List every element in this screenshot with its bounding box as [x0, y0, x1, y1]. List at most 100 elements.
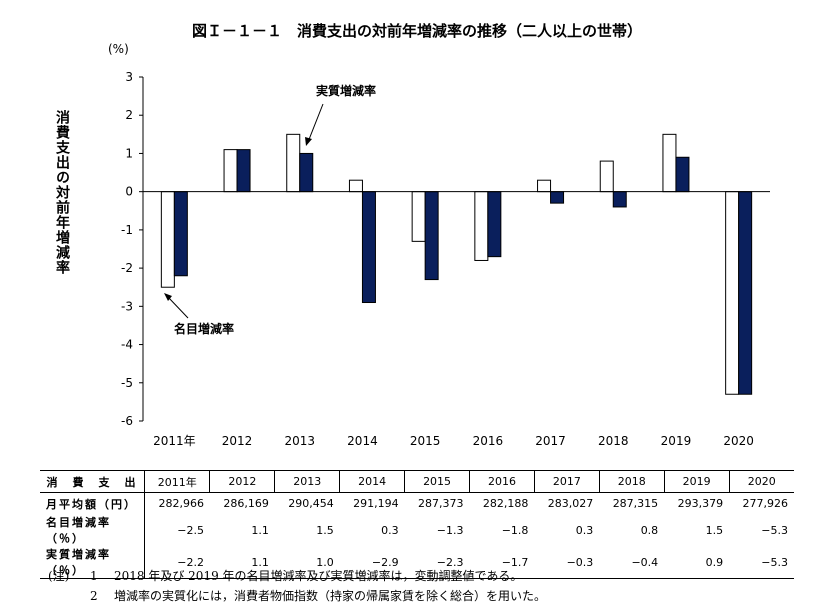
- table-cell: −2.3: [404, 546, 470, 579]
- table-cell: 1.5: [705, 523, 724, 537]
- nominal-rate-bar: [474, 191, 489, 261]
- table-row-label: 月平均額（円）: [40, 492, 145, 514]
- y-tick-label: -3: [121, 299, 133, 313]
- real-rate-bar: [236, 149, 251, 193]
- x-tick-label: 2017: [535, 434, 566, 448]
- table-year-cell: 2016: [469, 470, 535, 493]
- y-tick-label: -6: [121, 414, 133, 428]
- table-cell: 1.5: [316, 523, 334, 537]
- y-tick-label: -1: [121, 223, 133, 237]
- note-text: 2018 年及び 2019 年の名目増減率及び実質増減率は，変動調整値である。: [114, 569, 523, 583]
- data-table: 消 費 支 出 2011年 2012 2013 2014 2015 2016 2017 2018…: [40, 470, 794, 579]
- y-axis-label: 消費支出の対前年増減率: [54, 110, 70, 275]
- y-tick-label: 0: [125, 185, 133, 199]
- table-year-cell: 2017: [533, 470, 600, 493]
- nominal-rate-annotation: 名目増減率: [174, 321, 234, 336]
- table-year-cell: 2013: [274, 470, 340, 493]
- real-rate-bar: [424, 191, 439, 281]
- real-rate-arrowhead: [305, 137, 312, 146]
- x-tick-label: 2019: [661, 434, 692, 448]
- x-tick-label: 2020: [723, 434, 754, 448]
- nominal-rate-bar: [662, 133, 677, 193]
- table-row-label: 名目増減率（％）: [40, 514, 145, 546]
- y-tick-label: -4: [121, 338, 133, 352]
- table-year-cell: 2011年: [143, 470, 210, 493]
- table-cell: −2.9: [339, 546, 405, 579]
- real-rate-bar: [299, 152, 314, 193]
- table-cell: 1.0: [274, 546, 340, 579]
- table-header-row: 消 費 支 出 2011年 2012 2013 2014 2015 2016 2017 2018…: [40, 470, 794, 493]
- real-rate-bar: [738, 191, 753, 395]
- table-cell: −2.2: [144, 546, 210, 579]
- table-year-cell: 2019: [663, 470, 730, 493]
- nominal-rate-bar: [599, 160, 614, 193]
- table-cell: 282,966: [158, 497, 204, 510]
- table-row: 月平均額（円） 282,966 286,169 290,454 291,194 287,3…: [40, 492, 794, 514]
- table-cell: 286,169: [223, 497, 269, 510]
- x-tick-label: 2018: [598, 434, 629, 448]
- notes: (注) 1 2018 年及び 2019 年の名目増減率及び実質増減率は，変動調整…: [48, 566, 546, 606]
- x-tick-label: 2016: [473, 434, 504, 448]
- y-axis-unit: (%): [108, 42, 129, 56]
- table-cell: 0.3: [575, 523, 594, 537]
- table-cell: −5.3: [761, 523, 788, 537]
- table-cell: −1.3: [436, 523, 464, 537]
- table-row: 実質増減率（％） −2.2 1.1 1.0 −2.9 −2.3 −1.7 −0.3 −0.4 0.…: [40, 546, 794, 579]
- table-cell: 1.1: [251, 523, 269, 537]
- chart-title: 図Ｉ－１－１ 消費支出の対前年増減率の推移（二人以上の世帯）: [191, 22, 642, 40]
- nominal-rate-bar: [286, 133, 301, 193]
- note-number: 1: [90, 569, 98, 583]
- table-cell: −1.8: [501, 523, 529, 537]
- table-cell: −0.3: [534, 546, 600, 579]
- table-year-cell: 2012: [209, 470, 275, 493]
- nominal-rate-bar: [160, 191, 175, 288]
- x-tick-label: 2012: [222, 434, 253, 448]
- nominal-rate-bar: [537, 179, 552, 193]
- y-tick-label: 1: [125, 146, 133, 160]
- real-rate-bar: [487, 191, 502, 258]
- table-cell: 277,926: [742, 497, 789, 510]
- note-2: 2 増減率の実質化には，消費者物価指数（持家の帰属家賃を除く総合）を用いた。: [48, 586, 546, 606]
- table-cell: 287,373: [418, 497, 464, 510]
- y-tick-label: -2: [121, 261, 133, 275]
- nominal-rate-arrowhead: [164, 293, 172, 301]
- table-cell: 0.8: [640, 523, 659, 537]
- table-cell: 290,454: [288, 497, 334, 510]
- table-year-cell: 2020: [728, 470, 794, 493]
- note-1: (注) 1 2018 年及び 2019 年の名目増減率及び実質増減率は，変動調整…: [48, 566, 546, 586]
- table-row: 名目増減率（％） −2.5 1.1 1.5 0.3 −1.3 −1.8 0.3 0.8 1.5 −5…: [40, 514, 794, 546]
- real-rate-bar: [550, 191, 565, 204]
- table-year-cell: 2014: [339, 470, 405, 493]
- bar-chart: 3 2 1 0 -1 -2 -3 -4 -5 -6 2011年 2012 2013 2014 2015 20…: [121, 70, 770, 448]
- table-cell: 291,194: [353, 497, 399, 510]
- table-cell: 0.9: [664, 546, 730, 579]
- table-header-label: 消 費 支 出: [40, 470, 145, 493]
- table-cell: 0.3: [381, 523, 399, 537]
- nominal-rate-bar: [725, 191, 740, 395]
- real-rate-bar: [612, 191, 627, 208]
- table-year-cell: 2018: [598, 470, 665, 493]
- x-tick-label: 2014: [347, 434, 378, 448]
- table-row-label: 実質増減率（％）: [40, 546, 145, 579]
- table-cell: 283,027: [547, 497, 594, 510]
- nominal-rate-bar: [348, 179, 363, 193]
- nominal-rate-arrow: [167, 296, 189, 319]
- y-tick-label: 3: [125, 70, 133, 84]
- nominal-rate-bar: [223, 149, 238, 193]
- x-tick-label: 2013: [284, 434, 315, 448]
- table-cell: −5.3: [729, 546, 794, 579]
- table-cell: −2.5: [177, 523, 204, 537]
- table-cell: 282,188: [482, 497, 529, 510]
- real-rate-bar: [675, 156, 690, 193]
- nominal-rate-bar: [411, 191, 426, 242]
- note-text: 増減率の実質化には，消費者物価指数（持家の帰属家賃を除く総合）を用いた。: [114, 589, 547, 603]
- table-cell: 293,379: [677, 497, 724, 510]
- x-tick-label: 2015: [410, 434, 441, 448]
- table-cell: 1.1: [209, 546, 275, 579]
- real-rate-bar: [361, 191, 376, 304]
- real-rate-bar: [173, 191, 188, 277]
- y-tick-label: 2: [125, 108, 133, 122]
- real-rate-annotation: 実質増減率: [316, 83, 376, 98]
- table-cell: −1.7: [469, 546, 535, 579]
- table-cell: −0.4: [599, 546, 665, 579]
